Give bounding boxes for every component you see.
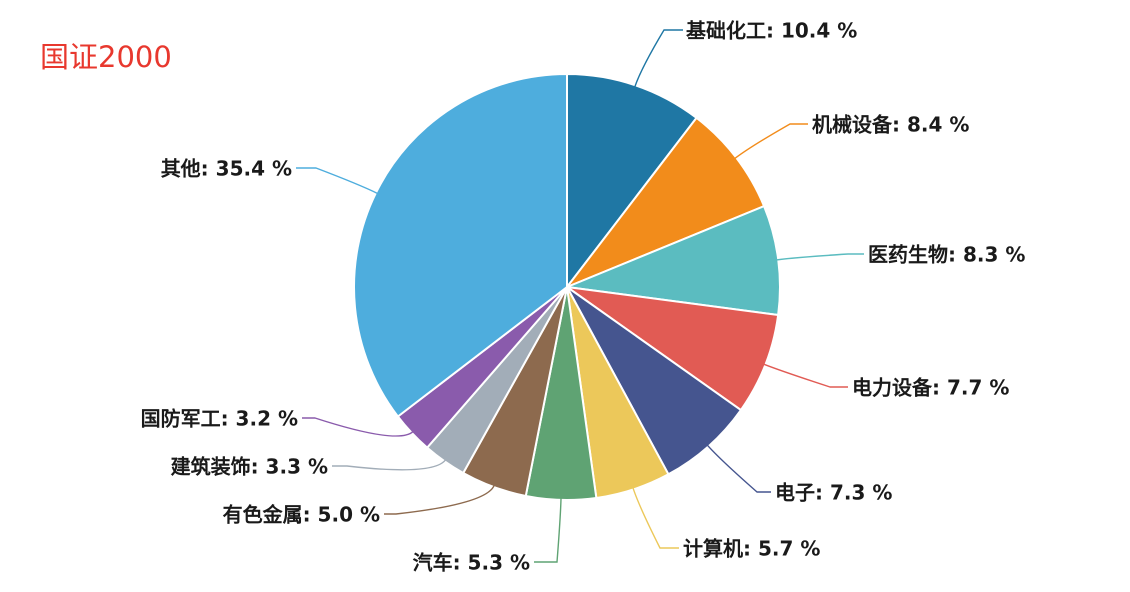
- pie-slices: [353, 72, 781, 501]
- slice-label-4: 电力设备: 7.7 %: [852, 376, 1009, 400]
- slice-label-5: 电子: 7.3 %: [775, 481, 892, 505]
- slice-label-6: 计算机: 5.7 %: [683, 537, 820, 561]
- leader-line-6: [632, 487, 679, 549]
- leader-line-3: [776, 253, 864, 261]
- leader-line-11: [296, 167, 379, 195]
- slice-label-3: 医药生物: 8.3 %: [868, 243, 1025, 267]
- leader-line-4: [763, 363, 848, 388]
- slice-label-10: 国防军工: 3.2 %: [141, 407, 298, 431]
- slice-label-11: 其他: 35.4 %: [161, 157, 292, 181]
- slice-label-8: 有色金属: 5.0 %: [223, 503, 380, 527]
- chart-title: 国证2000: [40, 40, 172, 74]
- leader-lines: [296, 29, 864, 563]
- leader-line-2: [734, 123, 808, 160]
- leader-line-5: [706, 444, 771, 493]
- leader-line-9: [332, 459, 447, 471]
- slice-label-1: 基础化工: 10.4 %: [686, 19, 857, 43]
- leader-line-1: [634, 29, 683, 88]
- slice-label-7: 汽车: 5.3 %: [413, 551, 530, 575]
- slice-labels: 基础化工: 10.4 % 机械设备: 8.4 % 医药生物: 8.3 % 电力设备: …: [141, 19, 1026, 575]
- slice-label-2: 机械设备: 8.4 %: [812, 113, 969, 137]
- leader-line-7: [534, 497, 562, 563]
- slice-label-9: 建筑装饰: 3.3 %: [171, 455, 328, 479]
- leader-line-10: [302, 417, 414, 437]
- leader-line-8: [384, 484, 495, 515]
